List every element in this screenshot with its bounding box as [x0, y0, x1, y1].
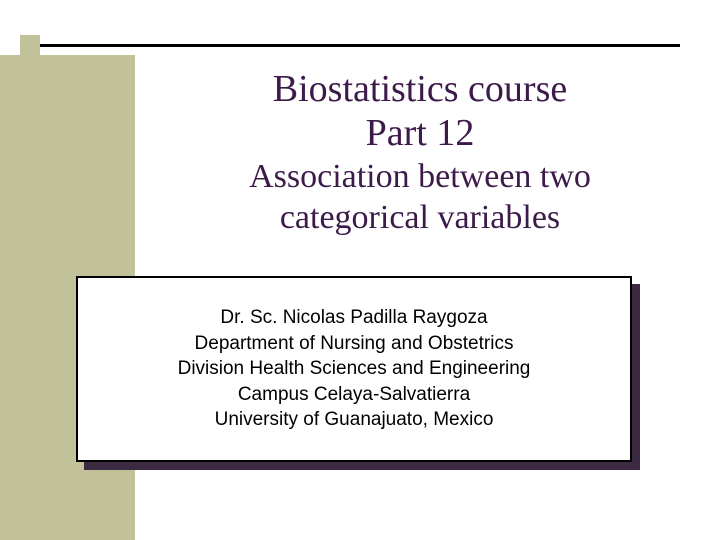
campus: Campus Celaya-Salvatierra [238, 382, 470, 408]
title-line-4: categorical variables [150, 198, 690, 237]
author-info-box: Dr. Sc. Nicolas Padilla Raygoza Departme… [76, 276, 632, 462]
horizontal-rule [40, 44, 680, 47]
title-line-1: Biostatistics course [150, 68, 690, 112]
slide-title: Biostatistics course Part 12 Association… [150, 68, 690, 238]
corner-accent-square [20, 35, 40, 55]
title-line-2: Part 12 [150, 112, 690, 156]
author-name: Dr. Sc. Nicolas Padilla Raygoza [220, 305, 487, 331]
university: University of Guanajuato, Mexico [215, 407, 494, 433]
department: Department of Nursing and Obstetrics [195, 331, 514, 357]
division: Division Health Sciences and Engineering [178, 356, 531, 382]
title-line-3: Association between two [150, 157, 690, 196]
